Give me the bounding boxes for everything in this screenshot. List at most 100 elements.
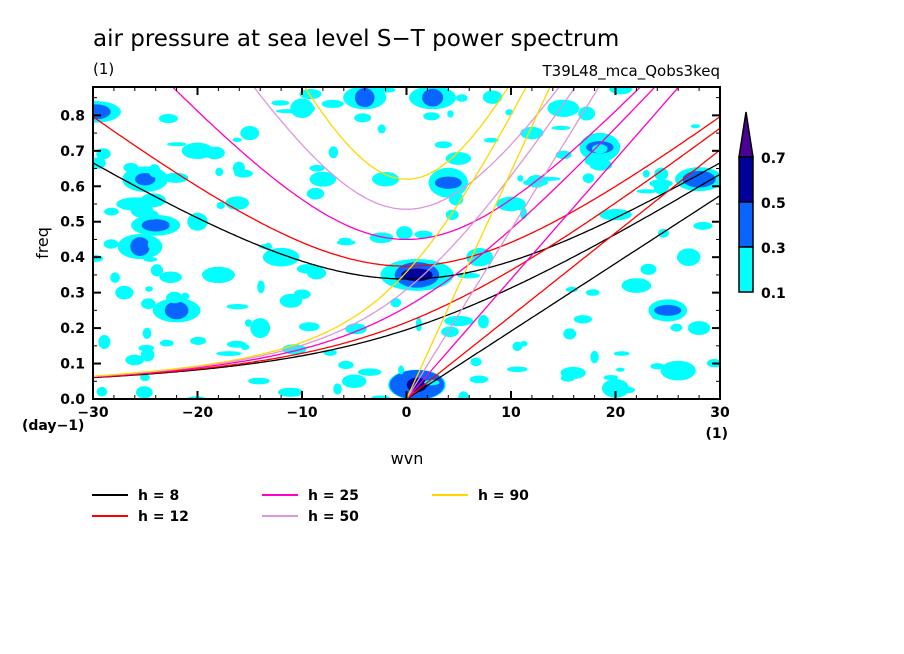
chart-subtitle-left: (1)	[93, 60, 114, 78]
contour-blob	[390, 298, 402, 308]
contour-fill-layer	[93, 87, 720, 399]
contour-blob	[654, 167, 669, 181]
contour-blob	[670, 323, 683, 332]
y-axis-label: freq	[33, 227, 52, 259]
contour-blob	[396, 226, 413, 240]
contour-blob	[93, 104, 111, 120]
contour-blob	[150, 264, 164, 277]
contour-blob	[140, 374, 150, 382]
contour-blob	[148, 164, 161, 178]
colorbar-label: 0.5	[761, 196, 786, 212]
contour-blob	[660, 360, 696, 381]
contour-blob	[650, 363, 665, 370]
contour-blob	[110, 272, 120, 283]
contour-blob	[244, 319, 252, 327]
contour-blob	[279, 293, 303, 308]
colorbar-label: 0.1	[761, 286, 786, 302]
contour-blob	[599, 208, 632, 221]
dispersion-curve-eig0	[93, 173, 720, 379]
contour-blob	[140, 348, 155, 362]
contour-blob	[609, 87, 633, 95]
contour-blob	[309, 171, 337, 187]
contour-blob	[115, 285, 134, 300]
y-tick-label: 0.7	[60, 144, 85, 160]
contour-blob	[693, 221, 713, 230]
contour-blob	[342, 374, 367, 389]
contour-blob	[354, 88, 375, 108]
contour-blob	[592, 144, 608, 154]
contour-blob	[226, 303, 249, 310]
contour-blob	[483, 137, 499, 143]
x-tick-label: 0	[402, 405, 412, 421]
contour-blob	[159, 271, 182, 283]
contour-blob	[299, 88, 322, 100]
contour-blob	[262, 247, 300, 267]
y-tick-label: 0.6	[60, 179, 85, 195]
contour-blob	[135, 172, 156, 186]
dispersion-curve-eig0	[93, 87, 527, 377]
contour-blob	[601, 379, 630, 398]
contour-blob	[140, 193, 166, 208]
contour-blob	[299, 322, 320, 332]
contour-blob	[687, 321, 711, 336]
contour-blob	[277, 387, 304, 397]
contour-blob	[240, 126, 260, 141]
y-tick-label: 0.0	[60, 392, 85, 408]
x-axis-label: wvn	[391, 449, 424, 468]
contour-blob	[159, 339, 174, 347]
dispersion-curve-ig1	[93, 116, 720, 267]
contour-blob	[517, 175, 524, 182]
contour-blob	[520, 341, 528, 347]
contour-blob	[98, 335, 111, 349]
contour-blob	[377, 124, 386, 134]
contour-blob	[201, 266, 235, 284]
x-tick-label: −30	[77, 405, 108, 421]
contour-blob	[640, 263, 657, 275]
y-tick-label: 0.4	[60, 250, 85, 266]
contour-blob	[225, 196, 250, 210]
y-tick-label: 0.2	[60, 321, 85, 337]
contour-blob	[582, 173, 595, 184]
legend-label: h = 12	[138, 509, 189, 525]
colorbar-extend-arrow	[738, 111, 754, 158]
contour-blob	[125, 354, 145, 366]
contour-blob	[551, 125, 571, 130]
contour-blob	[333, 383, 342, 395]
y-unit-label: (day−1)	[22, 418, 84, 434]
contour-blob	[130, 237, 150, 256]
contour-blob	[445, 209, 459, 220]
legend-label: h = 50	[308, 509, 359, 525]
contour-blob	[328, 146, 339, 159]
x-tick-label: −20	[182, 405, 213, 421]
contour-blob	[104, 207, 119, 216]
contour-blob	[434, 176, 462, 189]
contour-blob	[642, 169, 650, 178]
contour-blob	[354, 113, 372, 123]
legend: h = 8 h = 12 h = 25 h = 50 h = 90	[92, 488, 529, 525]
y-tick-label: 0.5	[60, 215, 85, 231]
contour-blob	[96, 386, 108, 397]
contour-blob	[558, 104, 574, 117]
contour-blob	[250, 318, 271, 339]
contour-blob	[372, 171, 400, 187]
contour-blob	[434, 141, 452, 149]
contour-blob	[563, 328, 577, 340]
contour-blob	[187, 212, 208, 231]
contour-blob	[555, 150, 572, 160]
dispersion-curve-kelvin	[406, 87, 680, 399]
contour-blob	[103, 239, 119, 249]
contour-blob	[142, 327, 152, 339]
contour-blob	[415, 317, 422, 332]
chart-subtitle-right: T39L48_mca_Qobs3keq	[541, 62, 720, 81]
dispersion-curve-kelvin	[406, 195, 720, 399]
contour-blob	[306, 266, 327, 280]
dispersion-curve-layer	[93, 87, 720, 399]
dispersion-curve-kelvin	[405, 87, 551, 399]
x-tick-label: 30	[710, 405, 730, 421]
contour-blob	[618, 386, 635, 394]
dispersion-curve-ig1	[303, 87, 510, 180]
colorbar: 0.7 0.5 0.3 0.1	[738, 111, 786, 302]
colorbar-segment	[738, 246, 754, 293]
contour-blob	[573, 315, 593, 324]
